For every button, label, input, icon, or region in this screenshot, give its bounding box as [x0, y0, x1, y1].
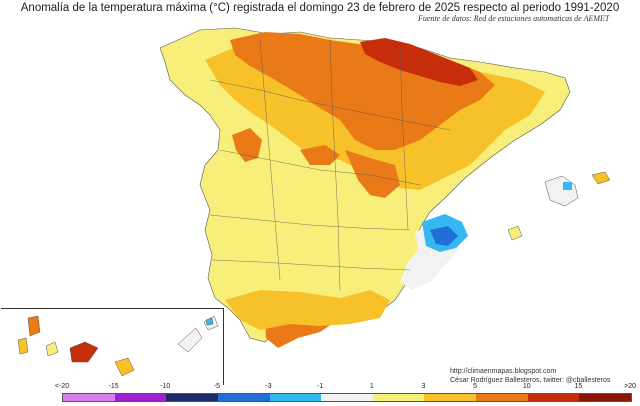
legend-bin — [217, 394, 270, 401]
province-borders — [209, 37, 451, 291]
legend-bin — [424, 394, 477, 401]
canary-islands — [17, 315, 219, 377]
mallorca-cold-spot — [563, 182, 572, 190]
map-title: Anomalía de la temperatura máxima (°C) r… — [20, 2, 620, 14]
legend-bin — [114, 394, 167, 401]
color-legend — [62, 393, 632, 402]
anomaly-zone-5-10-west — [232, 128, 262, 162]
legend-tick-label: 15 — [574, 383, 583, 390]
anomaly-zone-5-10-south — [345, 150, 400, 198]
legend-tick-label: -1 — [317, 383, 324, 390]
legend-tick-label: 5 — [473, 383, 478, 390]
mallorca — [544, 175, 579, 207]
legend-tick-label: <-20 — [54, 383, 70, 390]
blog-url[interactable]: http://climaenmapas.blogspot.com — [450, 368, 557, 375]
data-source: Fuente de datos: Red de estaciones autom… — [418, 14, 610, 23]
ibiza — [507, 225, 523, 241]
menorca — [591, 171, 611, 185]
legend-bin — [166, 394, 218, 401]
legend-bin — [321, 394, 373, 401]
legend-ticks: <-20 -15 -10 -5 -3 -1 1 3 5 10 15 >20 — [55, 383, 636, 393]
legend-tick-label: -10 — [160, 383, 171, 390]
legend-tick-label: -15 — [108, 383, 119, 390]
anomaly-zone-cold-5-10 — [430, 226, 458, 246]
legend-tick-label: 3 — [421, 383, 426, 390]
anomaly-zone-5-10-center — [300, 145, 340, 165]
author-credit: César Rodríguez Ballesteros, twitter: @c… — [450, 377, 611, 384]
legend-tick-label: 10 — [522, 383, 531, 390]
legend-bin — [476, 394, 528, 401]
legend-tick-label: 1 — [369, 383, 374, 390]
legend-bin — [372, 394, 425, 401]
legend-tick-label: -3 — [265, 383, 272, 390]
legend-bin — [63, 394, 115, 401]
legend-tick-label: >20 — [624, 383, 636, 390]
anomaly-zone-3-5-south — [225, 290, 390, 330]
canary-inset-frame — [1, 308, 224, 385]
legend-bin — [527, 394, 580, 401]
anomaly-zone-10-15 — [360, 38, 478, 86]
legend-tick-label: -5 — [213, 383, 221, 390]
legend-bin — [269, 394, 322, 401]
legend-bin — [579, 394, 632, 401]
